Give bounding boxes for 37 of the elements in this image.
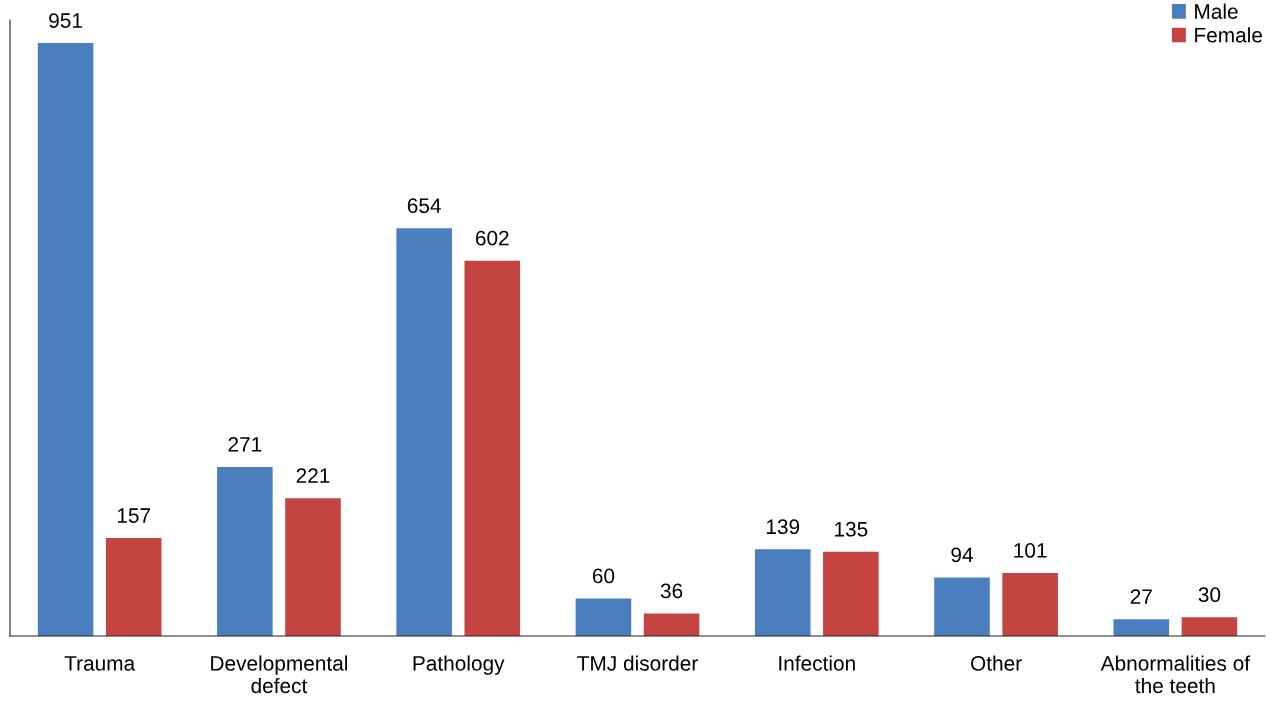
bar [1113, 619, 1170, 636]
x-tick-label: Trauma [64, 656, 136, 671]
bar [823, 551, 879, 636]
bar [464, 260, 521, 636]
x-tick-label: Pathology [413, 655, 505, 675]
bar [217, 467, 273, 636]
bar [754, 549, 811, 636]
legend-label: Female [1195, 27, 1262, 43]
data-label: 221 [296, 468, 330, 483]
bar [37, 43, 94, 636]
bar [1181, 617, 1238, 636]
bar [285, 498, 341, 636]
data-label: 602 [475, 230, 509, 246]
x-tick-label: Developmental defect [211, 655, 348, 694]
bar [575, 598, 632, 636]
bar [1002, 573, 1058, 636]
x-tick-label: Infection [779, 655, 855, 671]
data-label: 951 [49, 13, 82, 28]
bar [934, 577, 990, 636]
data-label: 60 [592, 568, 615, 584]
bar [105, 538, 162, 636]
legend-label: Male [1195, 3, 1238, 19]
data-label: 157 [117, 508, 151, 523]
x-tick-label: Abnormalities of the teeth [1100, 655, 1251, 694]
bar [396, 228, 452, 636]
data-label: 36 [660, 583, 683, 599]
data-label: 271 [228, 437, 262, 452]
data-label: 101 [1014, 543, 1047, 558]
x-tick-label: TMJ disorder [577, 655, 698, 671]
data-label: 654 [407, 198, 441, 214]
data-label: 135 [835, 521, 868, 537]
x-tick-label: Other [971, 655, 1022, 671]
data-label: 30 [1198, 587, 1221, 603]
bar [643, 613, 700, 636]
data-label: 27 [1130, 589, 1152, 604]
data-label: 94 [951, 547, 973, 563]
data-label: 139 [766, 519, 800, 535]
